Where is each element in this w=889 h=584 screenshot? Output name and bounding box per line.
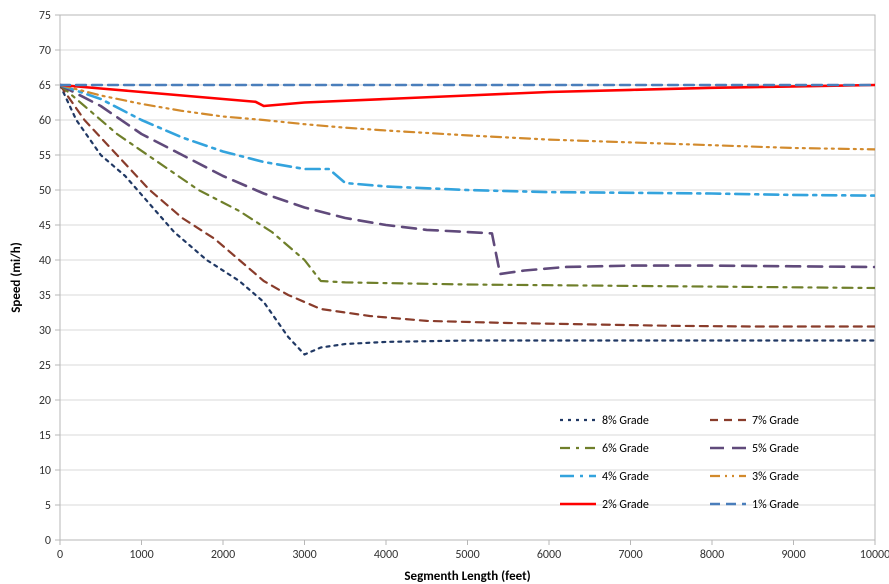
legend-label: 1% Grade (752, 498, 799, 512)
x-tick-label: 7000 (618, 548, 642, 562)
legend-label: 6% Grade (602, 442, 649, 456)
legend-label: 4% Grade (602, 470, 649, 484)
legend-label: 7% Grade (752, 414, 799, 428)
speed-vs-length-chart: 0100020003000400050006000700080009000100… (0, 0, 889, 584)
y-tick-label: 10 (39, 464, 51, 478)
legend-label: 2% Grade (602, 498, 649, 512)
x-tick-label: 3000 (292, 548, 316, 562)
legend-label: 3% Grade (752, 470, 799, 484)
y-tick-label: 0 (45, 534, 51, 548)
x-tick-label: 2000 (211, 548, 235, 562)
y-tick-label: 30 (39, 324, 51, 338)
x-axis-label: Segmenth Length (feet) (404, 569, 530, 584)
x-tick-label: 10000 (860, 548, 889, 562)
x-tick-label: 1000 (129, 548, 153, 562)
y-tick-label: 75 (39, 9, 51, 23)
y-tick-label: 55 (39, 149, 51, 163)
x-tick-label: 9000 (781, 548, 805, 562)
x-tick-label: 6000 (537, 548, 561, 562)
y-axis-label: Speed (mi/h) (9, 242, 24, 313)
y-tick-label: 70 (39, 44, 51, 58)
y-tick-label: 5 (45, 499, 51, 513)
y-tick-label: 40 (39, 254, 51, 268)
y-tick-label: 60 (39, 114, 51, 128)
y-tick-label: 65 (39, 79, 51, 93)
y-tick-label: 20 (39, 394, 51, 408)
y-tick-label: 35 (39, 289, 51, 303)
legend-label: 8% Grade (602, 414, 649, 428)
x-tick-label: 5000 (455, 548, 479, 562)
y-tick-label: 45 (39, 219, 51, 233)
y-tick-label: 50 (39, 184, 51, 198)
legend-label: 5% Grade (752, 442, 799, 456)
x-tick-label: 4000 (374, 548, 398, 562)
x-tick-label: 8000 (700, 548, 724, 562)
y-tick-label: 15 (39, 429, 51, 443)
y-tick-label: 25 (39, 359, 51, 373)
x-tick-label: 0 (57, 548, 63, 562)
